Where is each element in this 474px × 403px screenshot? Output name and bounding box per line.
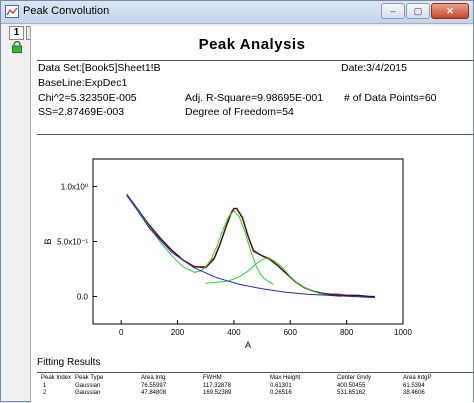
fitting-results-table: Peak Index Peak Type Area Intg FWHM Max … [37, 372, 473, 396]
y-tick-label: 0.0 [77, 293, 89, 302]
minimize-button[interactable]: – [381, 3, 405, 19]
table-cell: 117.32878 [203, 383, 231, 389]
table-cell: Gaussian [75, 383, 101, 389]
table-cell: 169.52389 [203, 390, 232, 396]
curve-line-4 [126, 193, 375, 299]
close-button[interactable]: ✕ [431, 3, 469, 19]
curve-line-2 [126, 193, 274, 285]
x-tick-label: 1000 [394, 328, 412, 337]
ss-label: SS=2.87469E-003 [38, 106, 125, 118]
report-title: Peak Analysis [198, 36, 306, 53]
table-cell: 0.61301 [270, 383, 292, 389]
table-cell: 76.55997 [141, 383, 167, 389]
lock-icon[interactable] [11, 41, 23, 53]
window-title: Peak Convolution [23, 5, 110, 17]
maximize-button[interactable]: ▢ [406, 3, 430, 19]
chi-squared-label: Chi^2=5.32350E-005 [38, 92, 137, 104]
table-cell: Gaussian [75, 390, 101, 396]
y-tick-label: 5.0x10⁻¹ [57, 238, 88, 247]
col-header: Max Height [270, 375, 301, 381]
col-header: Area Intg [141, 375, 166, 381]
plot-frame [37, 134, 473, 377]
peak-chart[interactable]: 0 200 400 600 800 1000 0.0 5.0x10⁻¹ 1.0x10⁰ A B [31, 131, 473, 371]
x-tick-label: 0 [119, 328, 124, 337]
col-header: Center Grvty [337, 375, 372, 381]
table-cell: 400.50455 [337, 383, 366, 389]
table-cell: 38.4606 [403, 390, 425, 396]
header-divider [37, 60, 473, 61]
y-tick-label: 1.0x10⁰ [61, 183, 88, 192]
table-cell: 1 [43, 383, 47, 389]
degree-of-freedom-label: Degree of Freedom=54 [185, 106, 294, 118]
col-header: Peak Index [41, 375, 72, 381]
fitting-results-title: Fitting Results [37, 357, 101, 368]
adj-r-square-label: Adj. R-Square=9.98695E-001 [185, 92, 324, 104]
table-cell: 531.65162 [337, 390, 366, 396]
layer-tab-1[interactable]: 1 [9, 26, 24, 40]
col-header: Peak Type [75, 375, 104, 381]
table-cell: 47.84808 [141, 390, 167, 396]
curve-line-3 [205, 257, 342, 297]
table-cell: 0.26516 [270, 390, 292, 396]
x-tick-label: 200 [171, 328, 185, 337]
title-bar[interactable]: Peak Convolution – ▢ ✕ [1, 1, 473, 24]
x-axis-label: A [245, 340, 251, 350]
col-header: FWHM [203, 375, 222, 381]
date-label: Date:3/4/2015 [341, 62, 407, 74]
col-header: Area IntgP [403, 375, 432, 381]
report-page: Peak Analysis Data Set:[Book5]Sheet1!B D… [30, 26, 473, 403]
x-tick-label: 800 [340, 328, 354, 337]
data-points-label: # of Data Points=60 [344, 92, 437, 104]
baseline-label: BaseLine:ExpDec1 [38, 77, 128, 89]
table-cell: 61.5394 [403, 383, 425, 389]
x-tick-label: 600 [284, 328, 298, 337]
y-axis-label: B [43, 238, 53, 244]
table-cell: 2 [43, 390, 47, 396]
x-tick-label: 400 [227, 328, 241, 337]
graph-window-icon [5, 5, 19, 18]
dataset-label: Data Set:[Book5]Sheet1!B [38, 62, 161, 74]
